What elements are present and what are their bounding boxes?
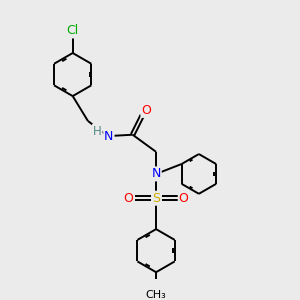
Text: H: H [93, 124, 102, 138]
Text: CH₃: CH₃ [146, 290, 166, 300]
Text: N: N [152, 167, 161, 180]
Text: N: N [104, 130, 114, 142]
Text: S: S [152, 192, 160, 205]
Text: Cl: Cl [66, 24, 78, 38]
Text: O: O [179, 192, 189, 205]
Text: O: O [124, 192, 134, 205]
Text: O: O [142, 104, 151, 117]
